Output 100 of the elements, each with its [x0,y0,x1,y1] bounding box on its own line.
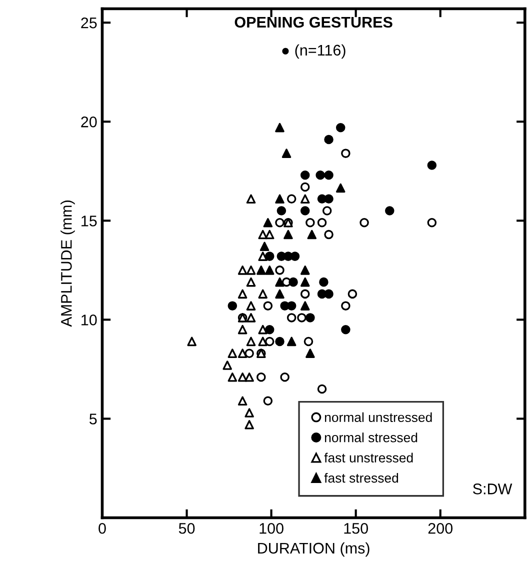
point [306,313,315,322]
point [341,301,350,310]
point [300,301,310,310]
legend-label: fast stressed [324,473,398,483]
point [246,336,256,346]
point [258,324,268,334]
point [324,134,334,144]
point [286,313,296,322]
point [263,218,273,228]
legend-label: normal stressed [324,432,418,442]
point [264,230,274,240]
point [322,206,332,216]
point [300,266,310,275]
point [264,336,274,346]
point [324,230,334,240]
point [264,266,274,275]
point [275,194,284,204]
point [300,289,310,299]
legend-label: fast unstressed [324,452,413,462]
point [263,301,273,310]
point [246,277,256,287]
x-tick-label: 100 [260,522,284,534]
point [258,289,268,299]
point [300,182,310,192]
point [286,336,296,346]
point [336,183,346,193]
chart-title: OPENING GESTURES [234,16,392,28]
point [246,194,256,204]
point [244,408,254,418]
point [290,252,300,261]
point [244,420,254,430]
point [297,313,306,322]
point [341,148,350,158]
point [187,336,196,346]
point [324,170,334,180]
y-tick-label: 5 [89,414,97,424]
point [246,313,256,322]
point [300,277,310,287]
y-tick-label: 10 [82,314,97,326]
point [222,360,232,370]
point [276,206,286,216]
point [246,301,256,310]
point [324,289,334,299]
point [264,324,274,334]
x-tick-label: 150 [344,522,368,534]
point [348,289,358,299]
point [300,170,310,180]
point [307,230,317,240]
point [280,372,290,382]
point [319,277,328,287]
point [238,324,248,334]
point [275,218,284,228]
point [275,266,284,275]
point [256,266,266,275]
point [317,218,327,228]
point [306,218,315,228]
point [288,277,298,287]
point [324,194,334,204]
point [258,252,268,261]
y-tick-label: 25 [81,18,97,28]
point [360,218,369,228]
annotation: ● (n=116) [282,44,346,59]
point [317,384,327,394]
legend-label: normal unstressed [324,412,432,422]
point [238,266,248,275]
point [300,206,310,216]
point [304,336,314,346]
point [228,372,238,382]
point [284,230,293,240]
x-tick-label: 0 [98,522,106,534]
point [238,396,248,406]
point [275,289,284,299]
x-tick-label: 200 [428,522,453,534]
point [385,206,394,216]
point [427,160,437,170]
point [263,396,273,406]
point [286,194,296,204]
point [275,122,284,132]
point [258,336,268,346]
point [246,266,256,275]
x-tick-label: 50 [178,522,195,534]
point [244,348,254,358]
point [427,218,437,228]
point [238,289,248,299]
point [238,372,248,382]
point [286,301,296,310]
point [264,252,274,261]
y-axis-title: AMPLITUDE (mm) [60,200,75,327]
point [341,324,350,334]
point [306,348,315,358]
y-tick-label: 20 [81,116,97,128]
point [300,194,310,204]
point [275,336,284,346]
y-tick-label: 15 [82,216,97,226]
point [256,372,266,382]
point [228,348,238,358]
point [244,372,254,382]
annotation: S:DW [473,484,512,494]
point [275,277,284,287]
point [228,301,238,310]
